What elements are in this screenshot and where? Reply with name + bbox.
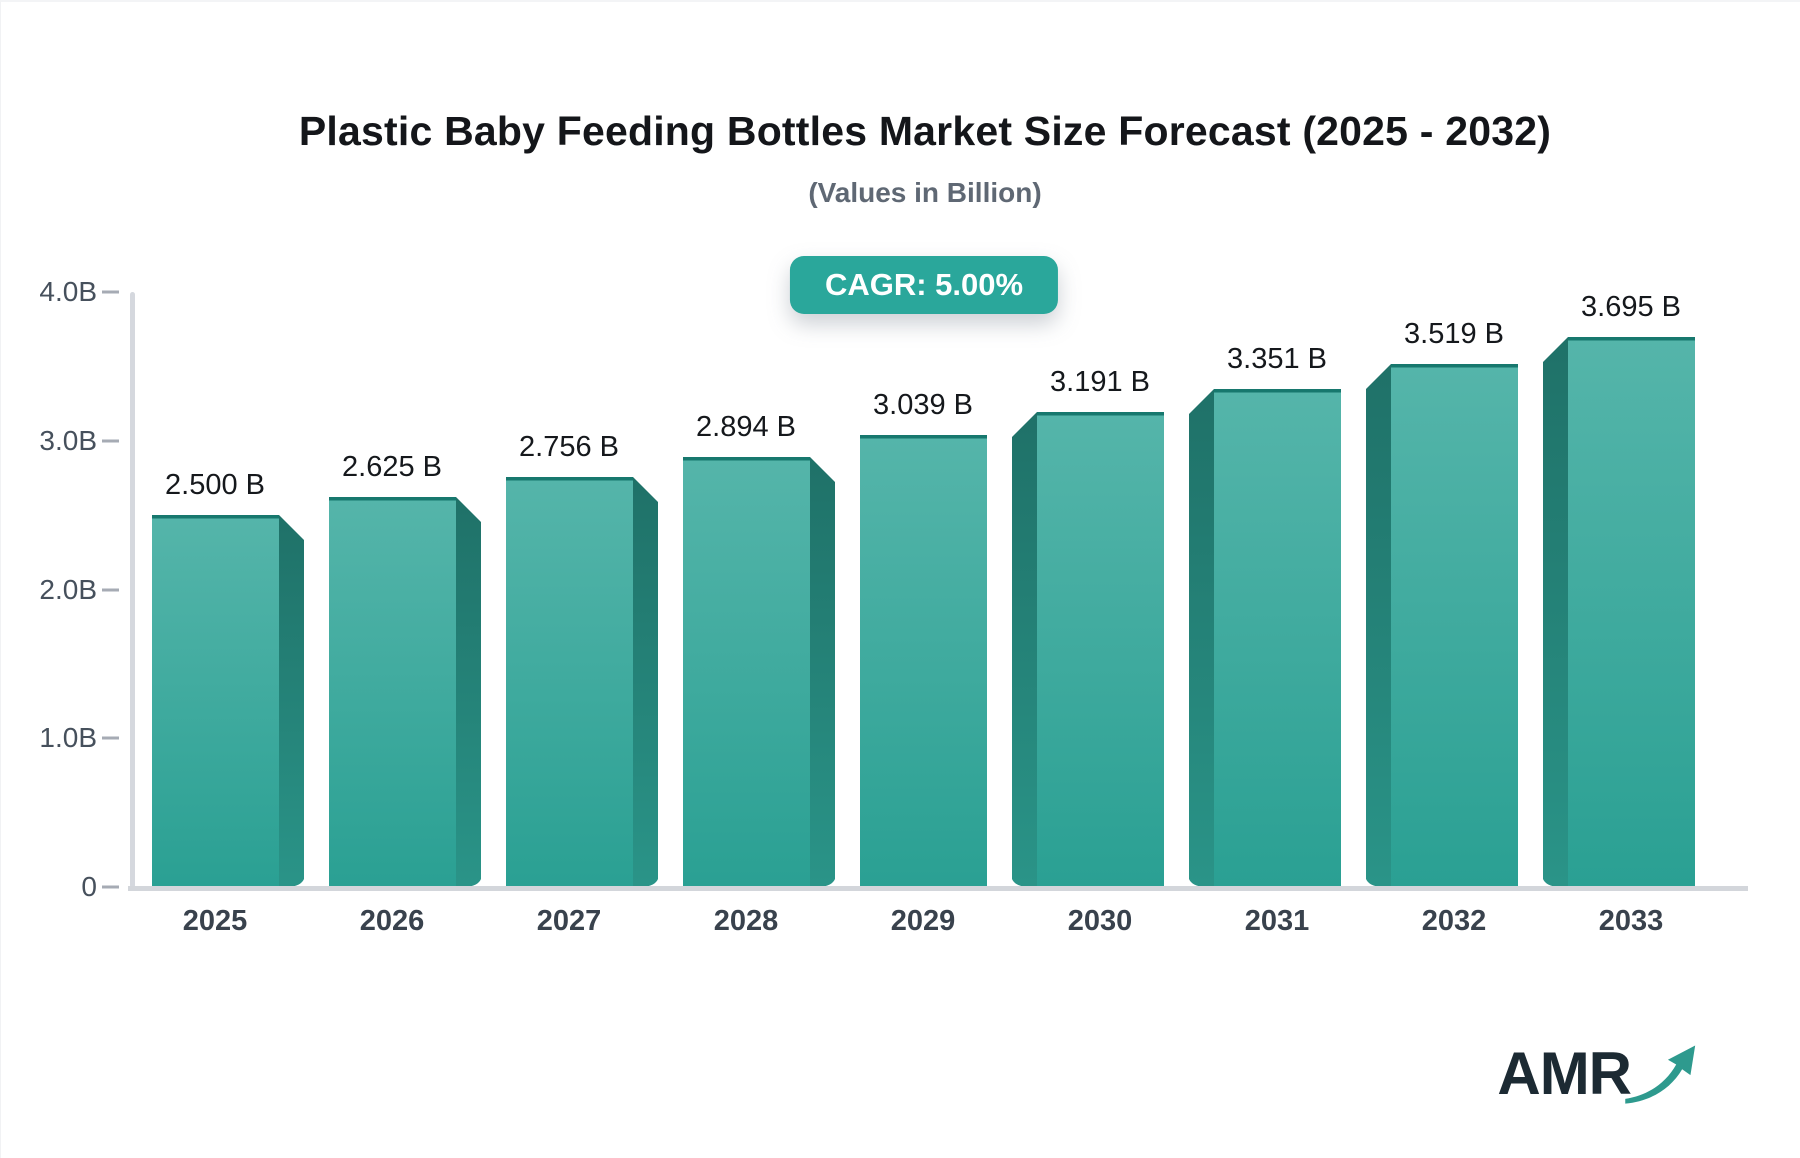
y-tick-label: 2.0B <box>39 573 97 605</box>
chart-subtitle: (Values in Billion) <box>808 177 1042 208</box>
value-label-2031: 3.351 B <box>1227 343 1327 375</box>
value-label-2028: 2.894 B <box>696 411 796 443</box>
value-label-2032: 3.519 B <box>1404 318 1504 350</box>
x-tick-label-2026: 2026 <box>359 905 425 937</box>
value-label-2029: 3.039 B <box>873 389 973 421</box>
y-tick-dash <box>102 439 119 443</box>
brand-logo-text: AMR <box>1497 1040 1632 1107</box>
bar-2026 <box>328 497 481 887</box>
y-tick-dash <box>102 290 119 294</box>
bar-2027 <box>505 477 658 887</box>
x-tick-label-2029: 2029 <box>890 905 956 937</box>
value-label-2033: 3.695 B <box>1581 291 1681 323</box>
y-tick-label: 3.0B <box>39 424 97 456</box>
x-tick-label-2028: 2028 <box>713 905 779 937</box>
bar-2033 <box>1542 337 1695 887</box>
chart-title: Plastic Baby Feeding Bottles Market Size… <box>298 108 1552 154</box>
x-tick-label-2027: 2027 <box>536 905 602 937</box>
bar-2028 <box>682 457 835 887</box>
value-label-2027: 2.756 B <box>519 431 619 463</box>
bar-2029 <box>859 435 987 887</box>
y-tick-label: 1.0B <box>39 722 97 754</box>
x-tick-label-2033: 2033 <box>1598 905 1664 937</box>
y-tick-dash <box>102 736 119 740</box>
value-label-2030: 3.191 B <box>1050 366 1150 398</box>
cagr-badge: CAGR: 5.00% <box>789 256 1059 314</box>
x-axis-line <box>128 886 1748 891</box>
x-tick-label-2031: 2031 <box>1244 905 1310 937</box>
y-tick-label: 0 <box>81 871 97 902</box>
bar-2025 <box>151 515 304 887</box>
bar-2031 <box>1188 389 1341 887</box>
trend-arrow-icon <box>1625 1045 1696 1104</box>
y-tick-dash <box>102 885 119 889</box>
y-tick-label: 4.0B <box>39 276 97 307</box>
x-tick-label-2030: 2030 <box>1067 905 1133 937</box>
bar-2032 <box>1365 364 1518 887</box>
x-tick-label-2032: 2032 <box>1421 905 1487 937</box>
value-label-2025: 2.500 B <box>165 469 265 501</box>
chart-header: Plastic Baby Feeding Bottles Market Size… <box>49 2 1800 209</box>
y-axis-line <box>130 292 135 888</box>
value-label-2026: 2.625 B <box>342 451 442 483</box>
y-tick-dash <box>102 588 119 591</box>
x-tick-label-2025: 2025 <box>182 905 248 937</box>
brand-logo: AMR <box>1497 1044 1701 1106</box>
bar-2030 <box>1011 412 1164 887</box>
